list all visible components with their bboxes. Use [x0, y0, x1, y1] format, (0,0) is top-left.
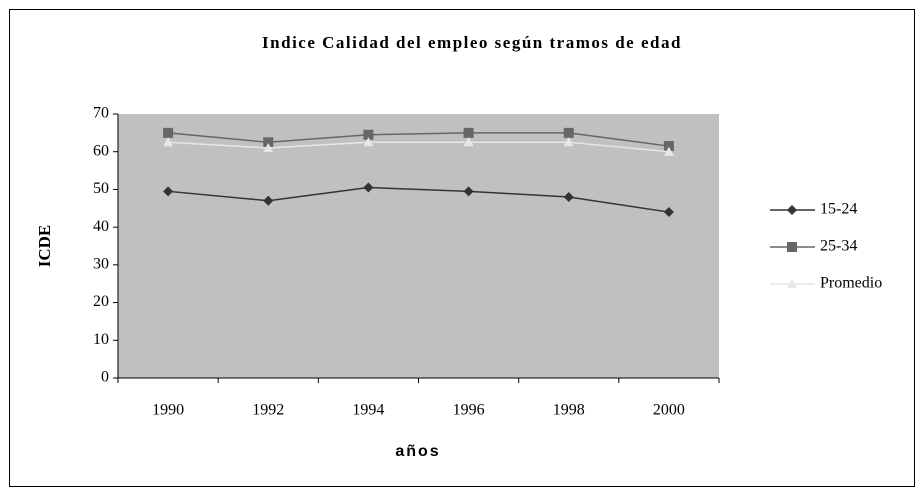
- marker: [363, 182, 374, 193]
- y-tick-label: 10: [93, 331, 109, 348]
- marker: [563, 137, 574, 147]
- y-tick-label: 50: [93, 180, 109, 197]
- marker: [787, 279, 797, 288]
- y-axis-label: ICDE: [35, 225, 54, 268]
- series-line: [168, 141, 669, 153]
- x-tick-label: 1992: [252, 402, 284, 419]
- marker: [163, 127, 174, 138]
- x-tick-label: 2000: [653, 402, 685, 419]
- x-tick-label: 1994: [352, 402, 384, 419]
- marker: [663, 207, 674, 218]
- marker: [563, 127, 574, 138]
- x-tick-label: 1990: [152, 402, 184, 419]
- marker: [363, 137, 374, 147]
- marker: [563, 191, 574, 202]
- marker: [363, 129, 374, 140]
- series-line: [168, 186, 670, 213]
- y-tick-label: 40: [93, 218, 109, 235]
- marker: [787, 242, 797, 252]
- legend-label: 25-34: [820, 238, 857, 255]
- marker: [663, 141, 674, 152]
- marker: [163, 186, 174, 197]
- y-tick-label: 20: [93, 293, 109, 310]
- y-tick-label: 0: [101, 369, 109, 386]
- plot-area: [118, 114, 719, 378]
- marker: [463, 186, 474, 197]
- marker: [263, 137, 274, 148]
- chart-title: Indice Calidad del empleo según tramos d…: [262, 33, 682, 52]
- marker: [263, 142, 274, 152]
- x-tick-label: 1998: [553, 402, 585, 419]
- marker: [663, 146, 674, 156]
- marker: [787, 205, 797, 215]
- marker: [263, 195, 274, 206]
- x-tick-label: 1996: [453, 402, 485, 419]
- marker: [463, 137, 474, 147]
- y-tick-label: 60: [93, 142, 109, 159]
- x-axis-label: años: [395, 443, 440, 460]
- marker: [163, 137, 174, 147]
- legend-label: Promedio: [820, 275, 882, 292]
- marker: [463, 127, 474, 138]
- legend-label: 15-24: [820, 201, 857, 218]
- series-line: [168, 132, 670, 147]
- y-tick-label: 70: [93, 105, 109, 122]
- y-tick-label: 30: [93, 256, 109, 273]
